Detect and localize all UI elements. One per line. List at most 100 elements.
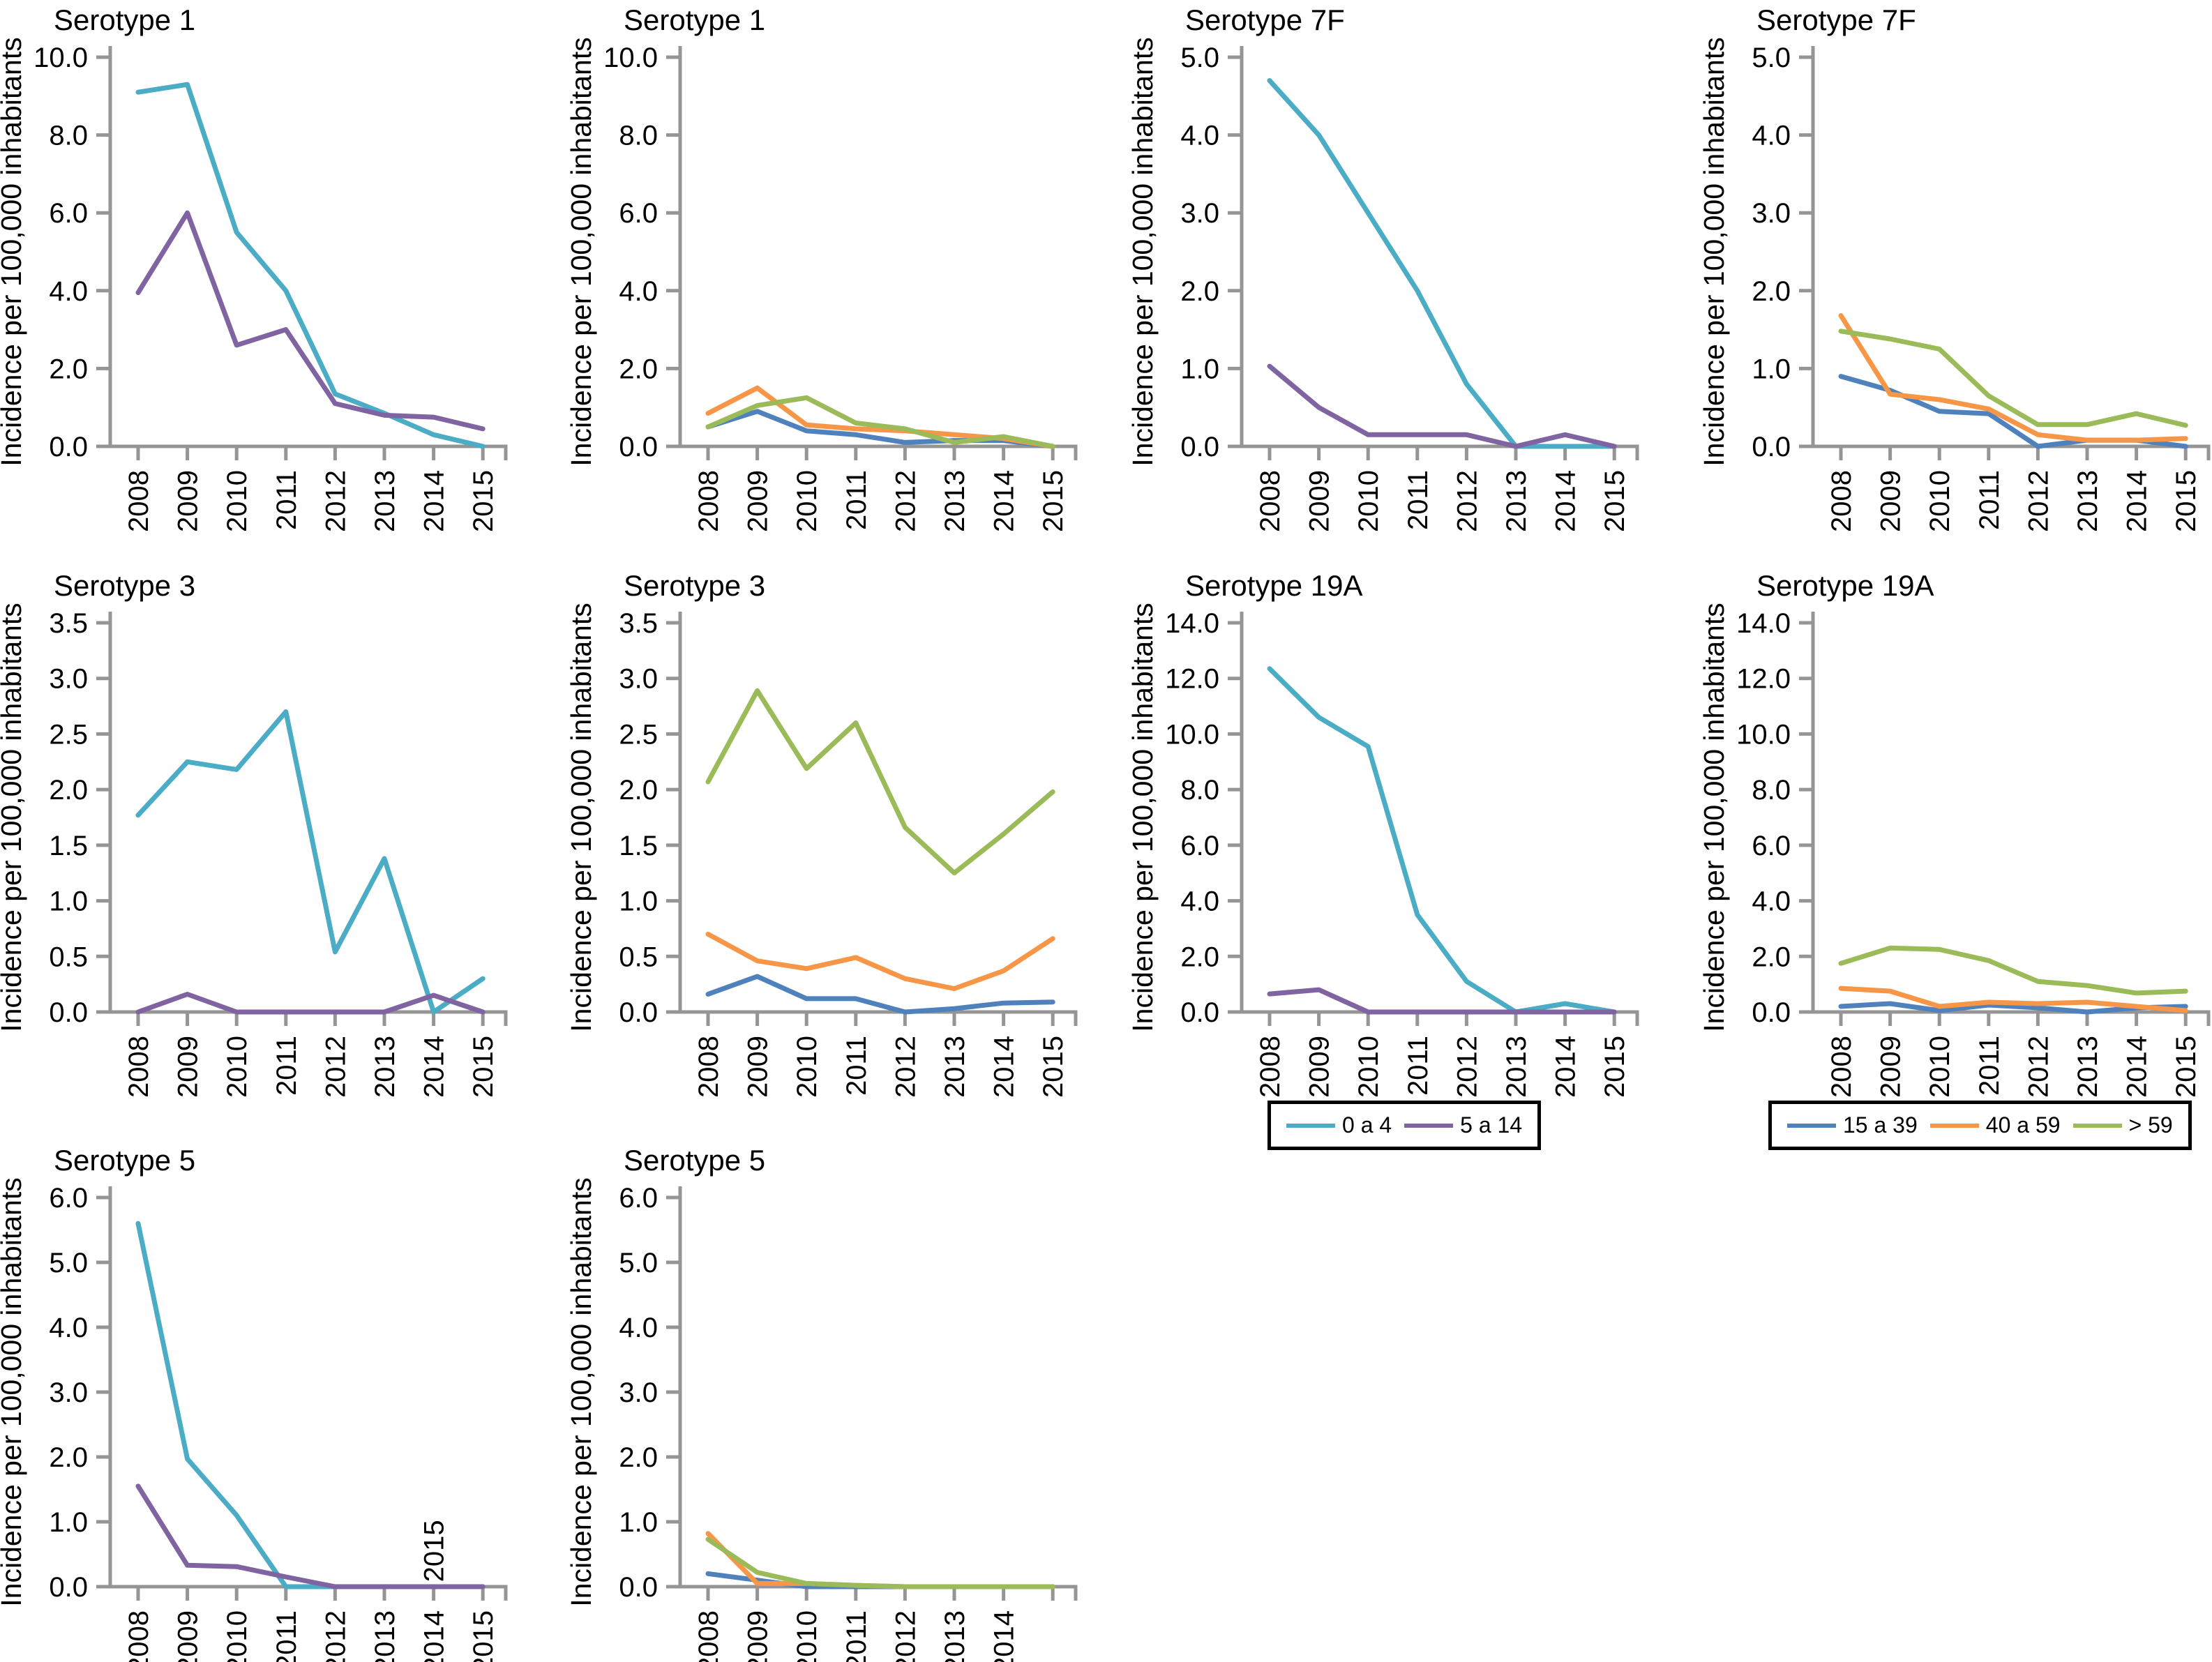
y-tick-label: 10.0 [33,43,88,73]
x-tick-label: 2009 [1304,470,1335,532]
legend-line-swatch [1286,1123,1335,1128]
x-tick-label: 2012 [890,1610,921,1662]
x-tick-label: 2012 [320,1610,351,1662]
chart-title: Serotype 1 [624,3,766,36]
y-tick-label: 2.0 [1752,276,1791,307]
series-line--59 [705,1536,1055,1589]
y-tick-label: 0.5 [49,942,88,972]
x-tick-label: 2008 [123,1036,154,1098]
x-tick-label: 2008 [1255,1036,1286,1098]
line-plot: 0.0 2.0 4.0 6.0 8.0 10.0 2008 2009 2010 2011 2012 2… [565,37,1078,532]
y-tick-label: 1.5 [619,831,658,861]
y-tick-label: 2.0 [619,1442,658,1473]
chart-serotype-5-children: Serotype 5 0.0 1.0 2.0 3.0 4.0 5.0 6.0 2008 2009… [0,1140,565,1662]
x-tick-label: 2015 [1038,470,1069,532]
y-axis-title: Incidence per 100,000 inhabitants [565,603,597,1032]
x-tick-label: 2010 [222,1610,253,1662]
y-tick-label: 6.0 [619,1183,658,1214]
y-tick-label: 4.0 [1180,886,1219,917]
y-axis-title: Incidence per 100,000 inhabitants [565,1177,597,1606]
chart-title: Serotype 19A [1185,569,1363,602]
x-tick-label: 2014 [989,1036,1020,1098]
y-tick-label: 0.0 [1180,997,1219,1028]
y-tick-label: 12.0 [1736,664,1791,695]
y-tick-label: 4.0 [1752,121,1791,151]
y-tick-label: 0.0 [49,997,88,1028]
y-tick-label: 2.0 [619,354,658,384]
chart-serotype-1-adults: Serotype 1 0.0 2.0 4.0 6.0 8.0 10.0 2008 2009 20… [565,0,1135,600]
y-tick-label: 8.0 [1752,775,1791,806]
x-tick-label: 2009 [173,470,204,532]
x-tick-label: 2013 [370,1036,400,1098]
y-tick-label: 3.0 [619,664,658,695]
y-tick-label: 14.0 [1736,608,1791,639]
chart-title: Serotype 3 [624,569,766,602]
legend-item: 40 a 59 [1929,1112,2061,1138]
x-tick-label: 2013 [370,470,400,532]
y-tick-label: 4.0 [619,1313,658,1343]
x-tick-label: 2009 [1876,470,1906,532]
y-tick-label: 1.0 [1752,354,1791,384]
y-tick-label: 6.0 [619,198,658,229]
y-tick-label: 2.0 [619,775,658,806]
chart-serotype-7f-adults: Serotype 7F 0.0 1.0 2.0 3.0 4.0 5.0 2008 2009 20… [1698,0,2212,600]
y-tick-label: 10.0 [1736,719,1791,750]
legend-item: 0 a 4 [1286,1112,1392,1138]
x-tick-label: 2013 [940,1610,970,1662]
x-tick-label: 2010 [1925,470,1955,532]
x-tick-label: 2014 [2122,470,2153,532]
series-line-40-a-59 [1838,985,2188,1013]
x-tick-label: 2010 [792,1610,822,1662]
y-tick-label: 0.0 [1752,432,1791,462]
series-line-40-a-59 [705,931,1055,991]
y-axis-title: Incidence per 100,000 inhabitants [1127,37,1159,466]
y-tick-label: 2.0 [49,775,88,806]
x-tick-label: 2008 [1826,470,1857,532]
line-plot: 0.0 1.0 2.0 3.0 4.0 5.0 6.0 2008 2009 2010 2011 201… [565,1177,1078,1662]
series-line--59 [1838,328,2188,428]
axis-line [108,46,508,460]
y-tick-label: 3.0 [1752,198,1791,229]
legend-line-swatch [1929,1123,1979,1128]
y-tick-label: 4.0 [49,1313,88,1343]
series-line-40-a-59 [1838,313,2188,443]
series-line-15-a-39 [1838,1001,2188,1015]
axis-line [1811,612,2211,1026]
chart-title: Serotype 5 [54,1144,196,1177]
series-line-0-a-4 [1267,78,1617,449]
y-tick-label: 6.0 [49,198,88,229]
x-tick-label: 2010 [222,1036,253,1098]
legend-item: 5 a 14 [1404,1112,1522,1138]
y-tick-label: 3.5 [49,608,88,639]
x-tick-label: 2009 [1304,1036,1335,1098]
x-tick-label: 2009 [743,1036,774,1098]
x-tick-label: 2010 [222,470,253,532]
legend-label: 40 a 59 [1985,1112,2061,1138]
line-plot: 0.0 2.0 4.0 6.0 8.0 10.0 12.0 14.0 2008 2009 2010 2… [1127,603,1639,1098]
x-tick-label: 2008 [1826,1036,1857,1098]
chart-serotype-3-adults: Serotype 3 0.0 0.5 1.0 1.5 2.0 2.5 3.0 3.5 2008 2… [565,566,1135,1165]
y-tick-label: 1.0 [1180,354,1219,384]
y-axis-title: Incidence per 100,000 inhabitants [1698,603,1730,1032]
chart-serotype-19a-children: Serotype 19A 0.0 2.0 4.0 6.0 8.0 10.0 12.0 14.0… [1127,566,1696,1165]
x-tick-label: 2014 [419,470,450,532]
chart-serotype-19a-adults: Serotype 19A 0.0 2.0 4.0 6.0 8.0 10.0 12.0 14.0… [1698,566,2212,1165]
x-tick-label: 2013 [1501,470,1532,532]
x-tick-label: 2011 [1403,470,1434,530]
chart-title: Serotype 7F [1185,3,1345,36]
y-tick-label: 4.0 [1180,121,1219,151]
x-tick-label: 2012 [1452,470,1482,532]
x-tick-label: 2015 [468,470,499,532]
x-tick-label: 2014 [419,1610,450,1662]
y-tick-label: 5.0 [1180,43,1219,73]
chart-serotype-5-adults: Serotype 5 0.0 1.0 2.0 3.0 4.0 5.0 6.0 2008 2009… [565,1140,1135,1662]
x-tick-label: 2013 [2072,1036,2103,1098]
x-tick-label: 2009 [743,470,774,532]
x-tick-label: 2012 [890,470,921,532]
x-tick-label: 2010 [1353,1036,1384,1098]
axis-line [678,612,1078,1026]
y-tick-label: 0.0 [1180,432,1219,462]
y-tick-label: 6.0 [1180,831,1219,861]
y-axis-title: Incidence per 100,000 inhabitants [565,37,597,466]
line-plot: 0.0 1.0 2.0 3.0 4.0 5.0 6.0 2008 2009 2010 2011 201… [0,1177,508,1662]
